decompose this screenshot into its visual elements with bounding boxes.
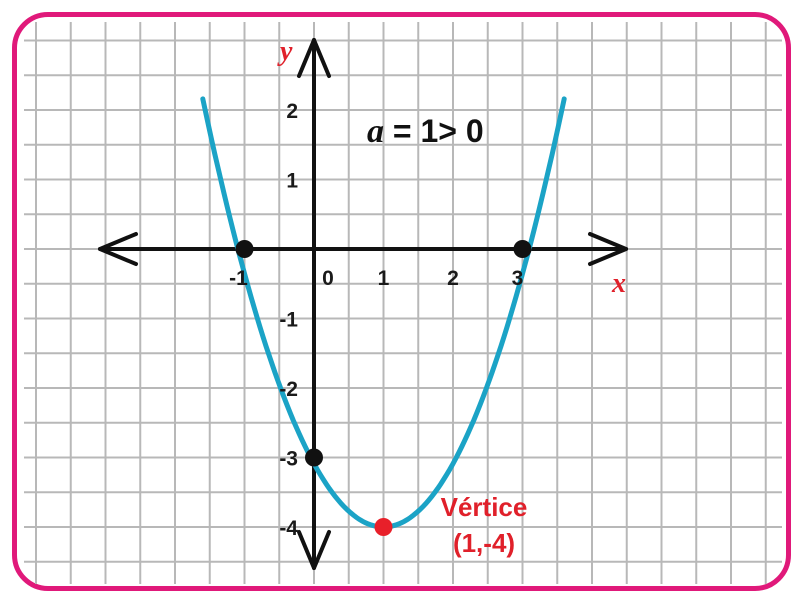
y-axis-label: y: [277, 36, 293, 67]
y-tick-label: 2: [286, 100, 298, 123]
coefficient-symbol: a: [367, 113, 384, 150]
axes: [98, 38, 628, 570]
coefficient-annotation: a = 1> 0: [367, 113, 484, 150]
x-axis-right-arrow: [588, 232, 628, 266]
root-point: [513, 240, 532, 258]
x-tick-label: 0: [322, 267, 334, 290]
x-tick-label: -1: [229, 267, 248, 290]
marked-points: [235, 240, 532, 536]
y-tick-label: -4: [279, 517, 298, 540]
x-tick-label: 3: [512, 267, 524, 290]
vertex-title: Vértice: [441, 492, 528, 522]
x-tick-label: 2: [447, 267, 459, 290]
y-tick-label: 1: [286, 170, 298, 193]
y-tick-label: -2: [279, 378, 298, 401]
y-intercept-point: [305, 448, 323, 467]
y-axis-bottom-arrow: [297, 530, 331, 570]
y-tick-label: -3: [279, 448, 298, 471]
vertex-coordinates: (1,-4): [453, 528, 515, 558]
x-axis-left-arrow: [98, 232, 138, 266]
x-axis-label: x: [611, 268, 626, 299]
tick-labels: -1 0 1 2 3 2 1 -1 -2 -3 -4: [229, 100, 523, 540]
coefficient-condition: = 1> 0: [384, 113, 484, 149]
x-tick-label: 1: [378, 267, 390, 290]
grid-lines: [24, 22, 782, 584]
y-axis-top-arrow: [297, 38, 331, 78]
vertex-point: [374, 518, 393, 536]
root-point: [235, 240, 254, 258]
y-tick-label: -1: [279, 309, 298, 332]
